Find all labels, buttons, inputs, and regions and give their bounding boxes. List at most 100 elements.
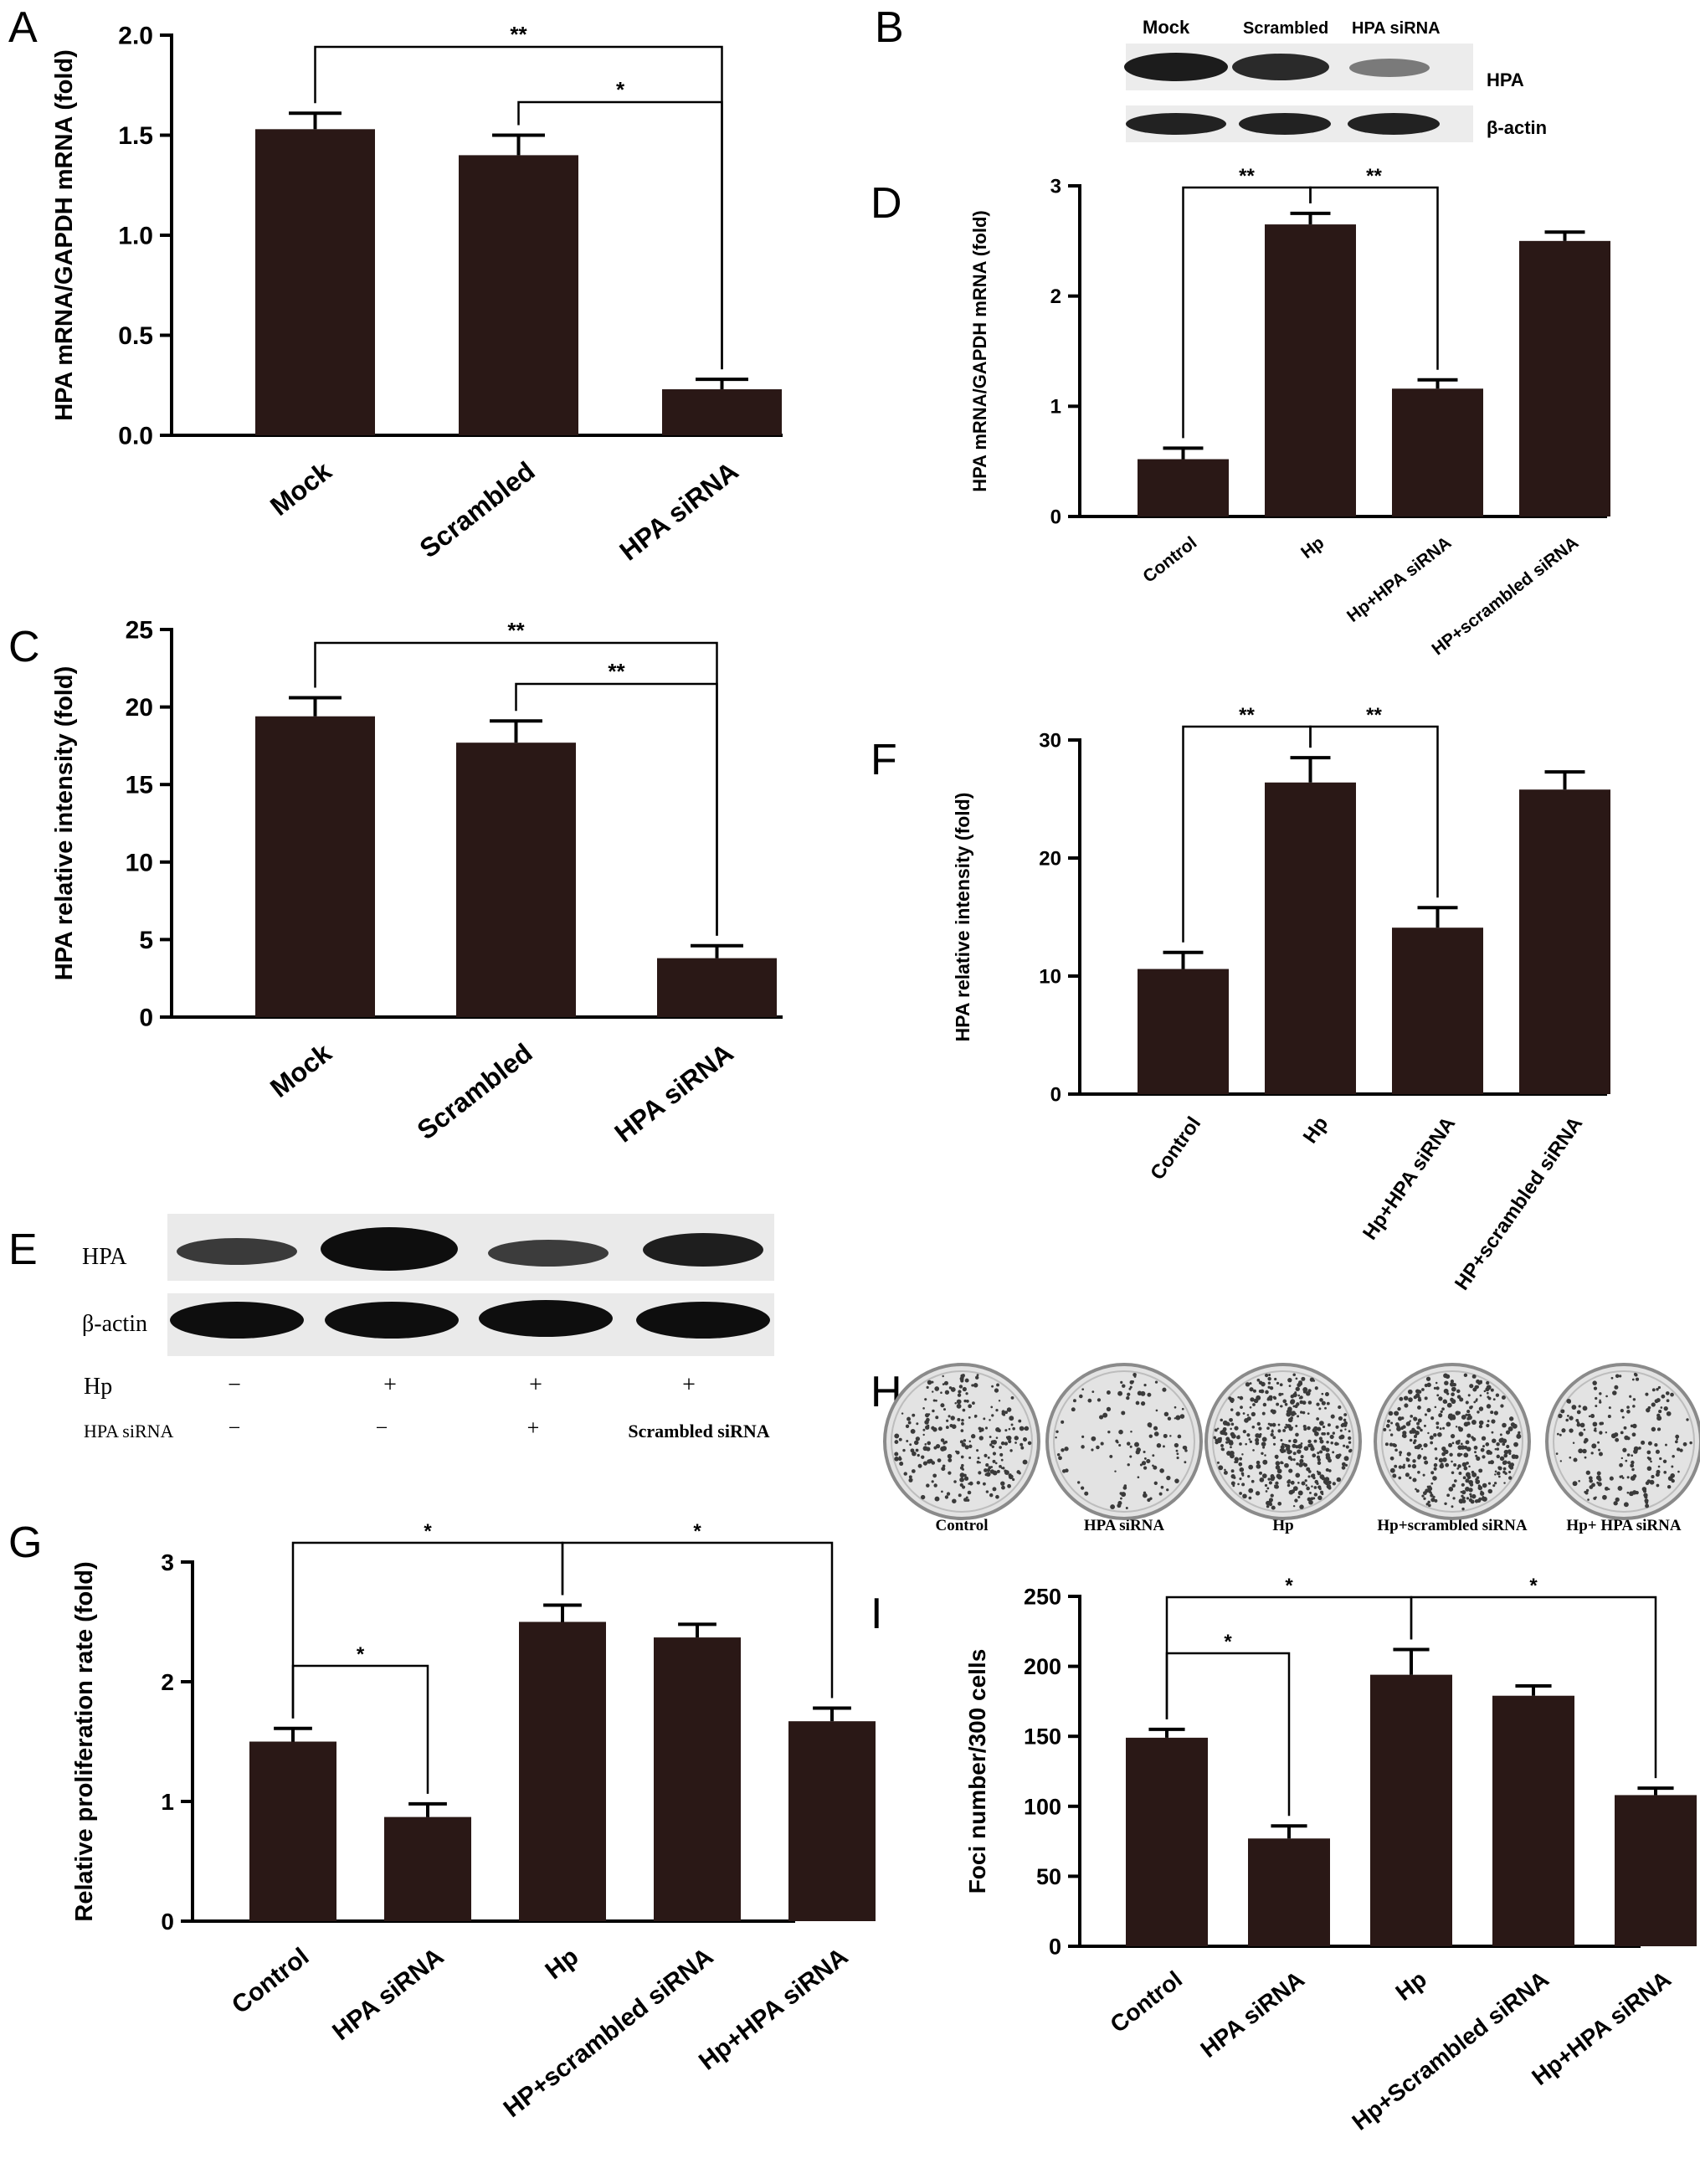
y-tick-label: 3 [1050,175,1061,198]
bar [1248,1838,1330,1946]
bar [384,1817,471,1921]
category-label: HPA siRNA [327,1943,449,2047]
category-label: Scrambled [412,1037,538,1145]
bar [1370,1674,1452,1946]
y-tick-label: 150 [1024,1724,1061,1750]
y-tick-label: 1.0 [118,223,153,250]
significance-label: * [693,1520,701,1543]
significance-bracket [1410,1596,1657,1779]
dish-label-2: HPA siRNA [1084,1517,1165,1534]
bar [1126,1737,1208,1946]
panel-letter-a: A [8,3,38,52]
significance-label: * [1529,1575,1538,1597]
panel-letter-b: B [875,3,904,52]
category-label: HPA siRNA [609,1037,738,1148]
category-label: HPA siRNA [614,455,743,566]
bar [788,1721,876,1921]
category-label: Hp+HPA siRNA [1343,533,1455,626]
y-axis-title: HPA relative intensity (fold) [51,666,78,980]
significance-label: ** [1239,165,1255,188]
dish-label-3: Hp [1272,1517,1293,1534]
blot-e-band [325,1302,459,1339]
significance-label: ** [1366,165,1382,188]
significance-bracket [515,682,718,936]
chart-g: 0 1 2 3 Relative proliferation rate (fold) Co… [71,1520,876,2123]
blot-b-band [1348,113,1440,135]
y-tick-label: 0.0 [118,423,153,450]
significance-label: ** [608,659,625,684]
bar [1392,928,1483,1094]
significance-label: * [616,77,625,102]
significance-bracket [291,1664,429,1794]
blot-b-band [1126,113,1226,135]
blot-b-row-actin: β-actin [1487,117,1547,138]
y-axis-title: HPA mRNA/GAPDH mRNA (fold) [969,210,990,492]
y-tick-label: 1 [161,1789,174,1815]
bar [662,389,782,435]
y-tick-label: 1.5 [118,122,153,150]
bar [1138,459,1229,516]
y-tick-label: 200 [1024,1654,1061,1679]
bar [654,1637,741,1921]
category-label: Mock [265,455,337,522]
category-label: HP+scrambled siRNA [1428,533,1582,660]
significance-bracket [1165,1652,1291,1817]
blot-e-band [488,1240,609,1267]
bar [1519,240,1610,516]
bar [249,1741,336,1921]
blot-e: HPA β-actin Hp − + + + HPA siRNA − − + S… [82,1214,774,1441]
blot-e-cond-siRNA-label: HPA siRNA [84,1421,174,1441]
bar [1138,969,1229,1094]
y-axis-title: HPA mRNA/GAPDH mRNA (fold) [51,49,78,421]
category-label: Hp+HPA siRNA [694,1943,853,2076]
blot-b-band [1124,53,1228,81]
panel-letter-f: F [871,736,897,784]
y-axis-title: HPA relative intensity (fold) [952,793,973,1042]
y-tick-label: 1 [1050,396,1061,419]
bar [1265,782,1356,1094]
y-tick-label: 3 [161,1549,174,1575]
category-label: HP+scrambled siRNA [1451,1113,1587,1294]
category-label: Hp [1391,1966,1432,2006]
blot-e-cond-hp-4: + [682,1372,696,1398]
blot-e-cond-hp-2: + [383,1372,397,1398]
blot-e-cond-hp-label: Hp [84,1374,112,1400]
y-tick-label: 50 [1036,1864,1061,1889]
y-tick-label: 30 [1039,729,1061,752]
bar [1492,1695,1574,1946]
category-label: Hp [541,1943,584,1986]
bar [459,155,578,435]
category-label: Scrambled [414,455,541,563]
category-label: Control [227,1943,314,2020]
blot-e-band [479,1300,613,1337]
blot-e-band [321,1227,458,1271]
y-tick-label: 250 [1024,1584,1061,1609]
blot-e-band [636,1302,770,1339]
bar [519,1621,606,1921]
blot-b-band [1239,113,1331,135]
significance-label: * [1285,1575,1293,1597]
blot-b-lane-3: HPA siRNA [1352,19,1441,38]
blot-b-band [1349,59,1430,77]
chart-a: 0.0 0.5 1.0 1.5 2.0 HPA mRNA/GAPDH mRNA (fold… [51,22,783,567]
significance-label: * [357,1643,365,1666]
panel-letter-i: I [871,1590,882,1638]
bar [1615,1795,1697,1946]
blot-b-band [1232,54,1329,80]
blot-b-row-hpa: HPA [1487,69,1524,90]
bar [456,743,576,1017]
dish-label-4: Hp+scrambled siRNA [1377,1517,1527,1534]
chart-i: 0 50 100 150 200 250 Foci number/300 cells Cont… [964,1575,1697,2135]
colony-dish [1374,1363,1531,1520]
category-label: Control [1139,533,1200,587]
y-tick-label: 0 [1050,506,1061,528]
y-tick-label: 2 [161,1669,174,1695]
blot-b: Mock Scrambled HPA siRNA HPA β-actin [1124,17,1547,142]
category-label: Mock [265,1037,337,1103]
significance-label: ** [1366,704,1382,727]
category-label: HP+scrambled siRNA [499,1943,719,2123]
y-tick-label: 0 [161,1909,174,1935]
category-label: Hp [1297,533,1328,563]
y-tick-label: 10 [1039,965,1061,988]
